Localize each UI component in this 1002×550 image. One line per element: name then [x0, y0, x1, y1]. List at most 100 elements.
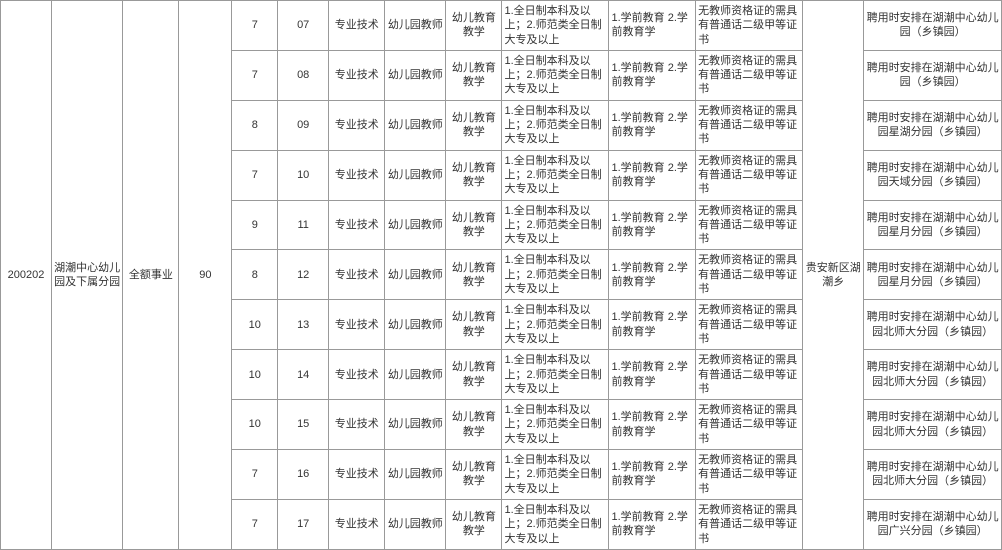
cell-post-type: 专业技术: [329, 150, 385, 200]
cell-post-no: 17: [278, 499, 329, 549]
cell-duty: 幼儿教育教学: [446, 1, 502, 51]
cell-education: 1.全日制本科及以上；2.师范类全日制大专及以上: [502, 200, 609, 250]
cell-education: 1.全日制本科及以上；2.师范类全日制大专及以上: [502, 300, 609, 350]
cell-major: 1.学前教育 2.学前教育学: [609, 100, 696, 150]
cell-region: 贵安新区湖潮乡: [803, 1, 864, 550]
cell-post-no: 07: [278, 1, 329, 51]
cell-remark: 聘用时安排在湖潮中心幼儿园星月分园（乡镇园）: [864, 250, 1002, 300]
cell-count: 7: [232, 1, 278, 51]
cell-position: 幼儿园教师: [385, 350, 446, 400]
cell-position: 幼儿园教师: [385, 450, 446, 500]
cell-position: 幼儿园教师: [385, 499, 446, 549]
cell-major: 1.学前教育 2.学前教育学: [609, 450, 696, 500]
cell-duty: 幼儿教育教学: [446, 150, 502, 200]
cell-education: 1.全日制本科及以上；2.师范类全日制大专及以上: [502, 50, 609, 100]
cell-post-type: 专业技术: [329, 250, 385, 300]
cell-position: 幼儿园教师: [385, 50, 446, 100]
cell-remark: 聘用时安排在湖潮中心幼儿园星湖分园（乡镇园）: [864, 100, 1002, 150]
table-row: 200202湖潮中心幼儿园及下属分园全额事业90707专业技术幼儿园教师幼儿教育…: [1, 1, 1002, 51]
cell-remark: 聘用时安排在湖潮中心幼儿园北师大分园（乡镇园）: [864, 400, 1002, 450]
cell-count: 10: [232, 300, 278, 350]
cell-other: 无教师资格证的需具有普通话二级甲等证书: [696, 1, 803, 51]
cell-major: 1.学前教育 2.学前教育学: [609, 50, 696, 100]
cell-post-type: 专业技术: [329, 1, 385, 51]
cell-education: 1.全日制本科及以上；2.师范类全日制大专及以上: [502, 350, 609, 400]
cell-other: 无教师资格证的需具有普通话二级甲等证书: [696, 499, 803, 549]
cell-duty: 幼儿教育教学: [446, 300, 502, 350]
cell-remark: 聘用时安排在湖潮中心幼儿园北师大分园（乡镇园）: [864, 300, 1002, 350]
cell-post-type: 专业技术: [329, 50, 385, 100]
cell-education: 1.全日制本科及以上；2.师范类全日制大专及以上: [502, 400, 609, 450]
cell-post-no: 08: [278, 50, 329, 100]
recruitment-table: 200202湖潮中心幼儿园及下属分园全额事业90707专业技术幼儿园教师幼儿教育…: [0, 0, 1002, 550]
cell-major: 1.学前教育 2.学前教育学: [609, 350, 696, 400]
cell-remark: 聘用时安排在湖潮中心幼儿园北师大分园（乡镇园）: [864, 350, 1002, 400]
cell-org-name: 湖潮中心幼儿园及下属分园: [51, 1, 122, 550]
cell-education: 1.全日制本科及以上；2.师范类全日制大专及以上: [502, 499, 609, 549]
cell-post-type: 专业技术: [329, 100, 385, 150]
cell-duty: 幼儿教育教学: [446, 499, 502, 549]
cell-post-type: 专业技术: [329, 450, 385, 500]
cell-duty: 幼儿教育教学: [446, 50, 502, 100]
cell-count: 10: [232, 350, 278, 400]
cell-education: 1.全日制本科及以上；2.师范类全日制大专及以上: [502, 250, 609, 300]
cell-position: 幼儿园教师: [385, 150, 446, 200]
cell-other: 无教师资格证的需具有普通话二级甲等证书: [696, 100, 803, 150]
cell-duty: 幼儿教育教学: [446, 350, 502, 400]
cell-position: 幼儿园教师: [385, 200, 446, 250]
cell-count: 10: [232, 400, 278, 450]
cell-remark: 聘用时安排在湖潮中心幼儿园（乡镇园）: [864, 1, 1002, 51]
cell-major: 1.学前教育 2.学前教育学: [609, 499, 696, 549]
cell-education: 1.全日制本科及以上；2.师范类全日制大专及以上: [502, 1, 609, 51]
cell-post-type: 专业技术: [329, 350, 385, 400]
cell-education: 1.全日制本科及以上；2.师范类全日制大专及以上: [502, 150, 609, 200]
cell-duty: 幼儿教育教学: [446, 450, 502, 500]
cell-post-no: 09: [278, 100, 329, 150]
cell-count: 7: [232, 450, 278, 500]
cell-org-code: 200202: [1, 1, 52, 550]
cell-other: 无教师资格证的需具有普通话二级甲等证书: [696, 450, 803, 500]
cell-post-no: 16: [278, 450, 329, 500]
cell-count: 8: [232, 250, 278, 300]
cell-remark: 聘用时安排在湖潮中心幼儿园广兴分园（乡镇园）: [864, 499, 1002, 549]
cell-total: 90: [179, 1, 232, 550]
cell-post-type: 专业技术: [329, 200, 385, 250]
cell-other: 无教师资格证的需具有普通话二级甲等证书: [696, 300, 803, 350]
cell-duty: 幼儿教育教学: [446, 400, 502, 450]
cell-other: 无教师资格证的需具有普通话二级甲等证书: [696, 150, 803, 200]
cell-other: 无教师资格证的需具有普通话二级甲等证书: [696, 400, 803, 450]
cell-post-type: 专业技术: [329, 400, 385, 450]
cell-count: 9: [232, 200, 278, 250]
cell-duty: 幼儿教育教学: [446, 200, 502, 250]
cell-position: 幼儿园教师: [385, 1, 446, 51]
cell-remark: 聘用时安排在湖潮中心幼儿园天域分园（乡镇园）: [864, 150, 1002, 200]
cell-duty: 幼儿教育教学: [446, 100, 502, 150]
cell-education: 1.全日制本科及以上；2.师范类全日制大专及以上: [502, 100, 609, 150]
cell-unit-type: 全额事业: [123, 1, 179, 550]
cell-duty: 幼儿教育教学: [446, 250, 502, 300]
cell-major: 1.学前教育 2.学前教育学: [609, 250, 696, 300]
cell-position: 幼儿园教师: [385, 300, 446, 350]
cell-post-no: 13: [278, 300, 329, 350]
cell-major: 1.学前教育 2.学前教育学: [609, 150, 696, 200]
cell-remark: 聘用时安排在湖潮中心幼儿园星月分园（乡镇园）: [864, 200, 1002, 250]
cell-other: 无教师资格证的需具有普通话二级甲等证书: [696, 50, 803, 100]
cell-post-no: 11: [278, 200, 329, 250]
cell-post-type: 专业技术: [329, 499, 385, 549]
cell-post-no: 14: [278, 350, 329, 400]
cell-major: 1.学前教育 2.学前教育学: [609, 400, 696, 450]
cell-major: 1.学前教育 2.学前教育学: [609, 200, 696, 250]
cell-remark: 聘用时安排在湖潮中心幼儿园（乡镇园）: [864, 50, 1002, 100]
cell-post-no: 12: [278, 250, 329, 300]
cell-major: 1.学前教育 2.学前教育学: [609, 1, 696, 51]
cell-major: 1.学前教育 2.学前教育学: [609, 300, 696, 350]
cell-count: 8: [232, 100, 278, 150]
cell-post-no: 10: [278, 150, 329, 200]
cell-remark: 聘用时安排在湖潮中心幼儿园北师大分园（乡镇园）: [864, 450, 1002, 500]
cell-count: 7: [232, 499, 278, 549]
cell-position: 幼儿园教师: [385, 100, 446, 150]
cell-position: 幼儿园教师: [385, 400, 446, 450]
cell-other: 无教师资格证的需具有普通话二级甲等证书: [696, 200, 803, 250]
cell-post-type: 专业技术: [329, 300, 385, 350]
cell-count: 7: [232, 150, 278, 200]
